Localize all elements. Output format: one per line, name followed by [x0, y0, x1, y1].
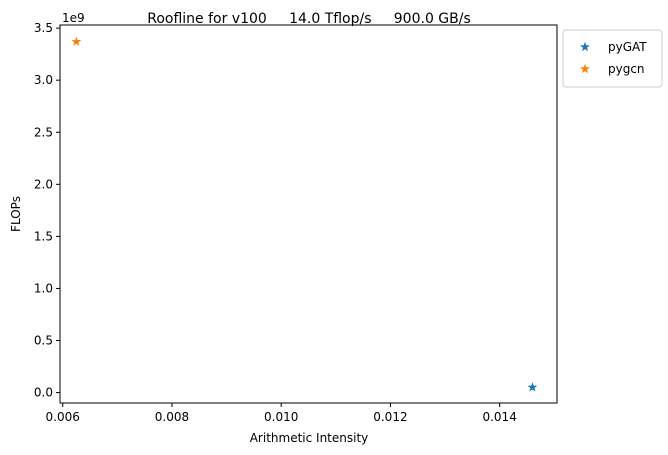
plot-area-background	[60, 25, 557, 403]
y-tick-label: 2.5	[34, 125, 53, 139]
y-tick-label: 0.5	[34, 334, 53, 348]
y-tick-label: 2.0	[34, 177, 53, 191]
y-axis: 0.0 0.5 1.0 1.5 2.0 2.5 3.0 3.5	[34, 21, 60, 400]
chart-title: Roofline for v100 14.0 Tflop/s 900.0 GB/…	[147, 11, 471, 27]
data-points	[71, 36, 538, 392]
y-tick-label: 1.0	[34, 281, 53, 295]
legend-label-pygcn: pygcn	[608, 62, 645, 76]
x-tick-label: 0.008	[155, 410, 189, 424]
plot-frame	[59, 24, 558, 404]
y-tick-label: 1.5	[34, 229, 53, 243]
y-tick-label: 0.0	[34, 386, 53, 400]
y-tick-label: 3.0	[34, 73, 53, 87]
y-tick-label: 3.5	[34, 21, 53, 35]
data-point-pygat	[527, 382, 538, 392]
legend-frame	[562, 29, 663, 88]
legend-marker-pygat	[580, 41, 590, 52]
legend-label-pygat: pyGAT	[608, 40, 647, 54]
x-axis-label: Arithmetic Intensity	[250, 431, 369, 445]
data-point-pygcn	[71, 36, 82, 46]
legend: pyGAT pygcn	[562, 29, 663, 88]
legend-marker-pygcn	[580, 63, 590, 74]
x-tick-label: 0.010	[264, 410, 298, 424]
y-offset-label: 1e9	[62, 11, 85, 25]
x-tick-label: 0.006	[46, 410, 80, 424]
x-tick-label: 0.012	[373, 410, 407, 424]
y-axis-label: FLOPs	[9, 196, 23, 232]
x-axis: 0.006 0.008 0.010 0.012 0.014	[46, 403, 517, 424]
x-tick-label: 0.014	[482, 410, 516, 424]
